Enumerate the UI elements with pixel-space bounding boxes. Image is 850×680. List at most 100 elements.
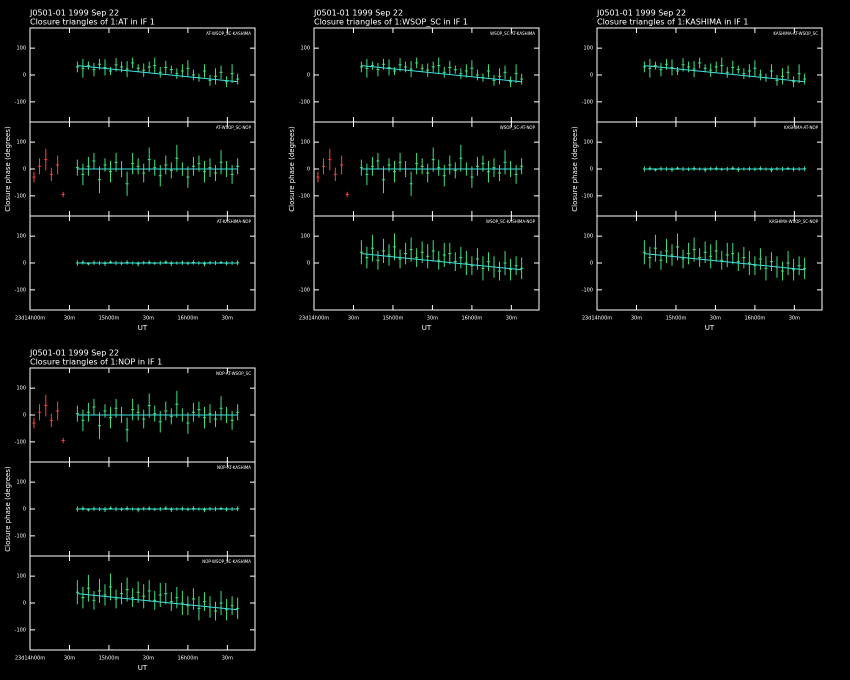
y-tick-label: 0 — [307, 73, 310, 79]
y-tick-label: -100 — [299, 287, 310, 293]
y-axis-label: Closure phase (degrees) — [571, 126, 579, 212]
model-line — [644, 65, 805, 83]
y-tick-label: 0 — [590, 167, 593, 173]
triangle-label: AT-WSOP_SC-KASHIMA — [206, 31, 251, 36]
y-tick-label: 100 — [16, 386, 26, 392]
x-tick-label: 30m — [64, 316, 75, 322]
triangle-label: NOP-AT-KASHIMA — [217, 465, 251, 470]
y-tick-label: 100 — [300, 46, 310, 52]
y-tick-label: -100 — [15, 99, 26, 105]
x-tick-label: 30m — [143, 656, 154, 662]
y-tick-label: -100 — [15, 287, 26, 293]
model-line — [77, 65, 238, 83]
y-tick-label: 100 — [16, 480, 26, 486]
x-tick-label: 30m — [710, 316, 721, 322]
y-tick-label: 0 — [23, 507, 26, 513]
x-tick-label: 16h00m — [745, 316, 766, 322]
x-axis-label: UT — [422, 324, 432, 332]
triangle-label: WSOP_SC-AT-KASHIMA — [490, 31, 535, 36]
y-tick-label: -100 — [299, 99, 310, 105]
chart-title: J0501-01 1999 Sep 22 — [596, 9, 686, 18]
y-tick-label: 0 — [590, 73, 593, 79]
y-tick-label: 0 — [23, 73, 26, 79]
y-tick-label: 100 — [16, 46, 26, 52]
chart-title: J0501-01 1999 Sep 22 — [313, 9, 403, 18]
model-line — [361, 253, 522, 271]
y-tick-label: 0 — [307, 261, 310, 267]
x-tick-label: 15h00m — [666, 316, 687, 322]
chart-subtitle: Closure triangles of 1:AT in IF 1 — [30, 18, 155, 27]
x-tick-label: 23d14h00m — [299, 316, 329, 322]
chart-subtitle: Closure triangles of 1:WSOP_SC in IF 1 — [314, 18, 468, 27]
x-tick-label: 23d14h00m — [15, 316, 45, 322]
triangle-label: WSOP_SC-AT-NOP — [500, 125, 536, 130]
triangle-label: WSOP_SC-KASHIMA-NOP — [486, 219, 536, 224]
x-tick-label: 30m — [631, 316, 642, 322]
x-tick-label: 30m — [222, 316, 233, 322]
y-tick-label: -100 — [15, 193, 26, 199]
x-tick-label: 15h00m — [99, 316, 120, 322]
y-tick-label: 0 — [23, 167, 26, 173]
y-tick-label: 100 — [300, 234, 310, 240]
chart-title: J0501-01 1999 Sep 22 — [29, 9, 119, 18]
y-tick-label: -100 — [15, 627, 26, 633]
y-tick-label: 0 — [590, 261, 593, 267]
y-tick-label: 100 — [300, 140, 310, 146]
x-tick-label: 15h00m — [383, 316, 404, 322]
y-tick-label: 100 — [583, 46, 593, 52]
x-axis-label: UT — [138, 664, 148, 672]
triangle-label: KASHIMA-WSOP_SC-NOP — [769, 219, 818, 224]
triangle-label: AT-WSOP_SC-NOP — [216, 125, 252, 130]
x-tick-label: 16h00m — [462, 316, 483, 322]
y-tick-label: -100 — [582, 193, 593, 199]
x-tick-label: 30m — [506, 316, 517, 322]
x-tick-label: 30m — [64, 656, 75, 662]
chart-subtitle: Closure triangles of 1:KASHIMA in IF 1 — [597, 18, 749, 27]
x-tick-label: 30m — [427, 316, 438, 322]
chart-title: J0501-01 1999 Sep 22 — [29, 349, 119, 358]
y-tick-label: -100 — [582, 287, 593, 293]
y-tick-label: 100 — [583, 140, 593, 146]
triangle-label: AT-KASHIMA-NOP — [217, 219, 252, 224]
triangle-label: NOP-AT-WSOP_SC — [216, 371, 251, 376]
y-tick-label: -100 — [15, 439, 26, 445]
y-axis-label: Closure phase (degrees) — [288, 126, 296, 212]
x-axis-label: UT — [705, 324, 715, 332]
y-tick-label: 100 — [16, 234, 26, 240]
x-tick-label: 16h00m — [178, 656, 199, 662]
y-tick-label: 0 — [23, 601, 26, 607]
triangle-label: KASHIMA-AT-WSOP_SC — [773, 31, 818, 36]
model-line — [77, 593, 238, 611]
y-tick-label: -100 — [582, 99, 593, 105]
x-tick-label: 15h00m — [99, 656, 120, 662]
triangle-label: KASHIMA-AT-NOP — [784, 125, 819, 130]
model-line — [644, 253, 805, 271]
y-tick-label: 100 — [16, 140, 26, 146]
x-tick-label: 30m — [789, 316, 800, 322]
y-axis-label: Closure phase (degrees) — [4, 466, 12, 552]
y-tick-label: -100 — [299, 193, 310, 199]
x-tick-label: 23d14h00m — [15, 656, 45, 662]
x-tick-label: 30m — [348, 316, 359, 322]
y-tick-label: -100 — [15, 533, 26, 539]
x-axis-label: UT — [138, 324, 148, 332]
model-line — [361, 65, 522, 83]
y-tick-label: 0 — [23, 413, 26, 419]
triangle-label: NOP-WSOP_SC-KASHIMA — [202, 559, 251, 564]
x-tick-label: 16h00m — [178, 316, 199, 322]
x-tick-label: 30m — [143, 316, 154, 322]
y-tick-label: 100 — [16, 574, 26, 580]
y-tick-label: 0 — [23, 261, 26, 267]
y-tick-label: 100 — [583, 234, 593, 240]
chart-subtitle: Closure triangles of 1:NOP in IF 1 — [30, 358, 162, 367]
y-tick-label: 0 — [307, 167, 310, 173]
y-axis-label: Closure phase (degrees) — [4, 126, 12, 212]
x-tick-label: 23d14h00m — [582, 316, 612, 322]
